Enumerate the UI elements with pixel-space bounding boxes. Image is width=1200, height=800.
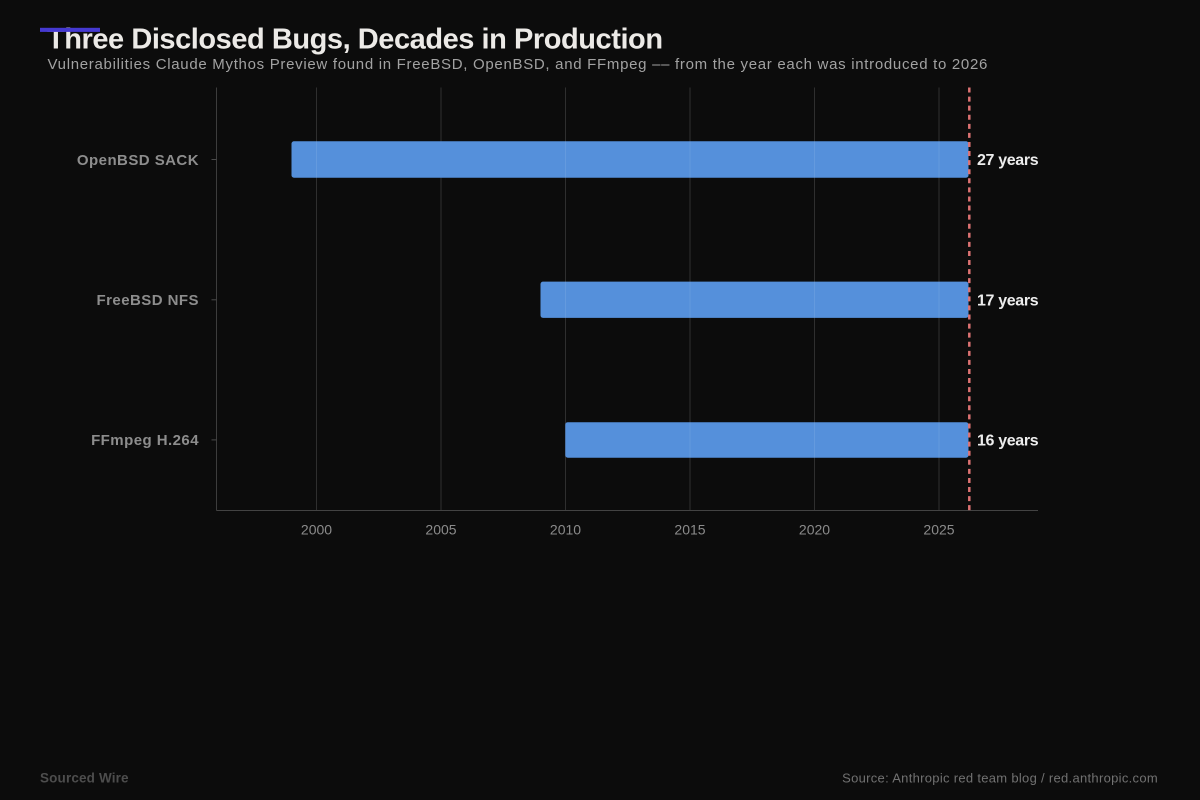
svg-text:17 years: 17 years <box>977 293 1039 310</box>
svg-text:OpenBSD SACK: OpenBSD SACK <box>77 152 199 169</box>
svg-text:2025: 2025 <box>923 522 954 538</box>
svg-text:2005: 2005 <box>425 522 456 538</box>
svg-text:2015: 2015 <box>674 522 705 538</box>
svg-text:Three Disclosed Bugs, Decades: Three Disclosed Bugs, Decades in Product… <box>47 23 663 55</box>
svg-text:27 years: 27 years <box>977 152 1039 169</box>
svg-text:FFmpeg H.264: FFmpeg H.264 <box>91 432 199 449</box>
svg-text:2020: 2020 <box>799 522 830 538</box>
svg-text:FreeBSD NFS: FreeBSD NFS <box>97 292 199 309</box>
svg-text:Source: Anthropic red team blo: Source: Anthropic red team blog / red.an… <box>842 770 1158 785</box>
svg-text:2000: 2000 <box>301 522 332 538</box>
svg-text:2010: 2010 <box>550 522 581 538</box>
svg-text:16 years: 16 years <box>977 433 1039 450</box>
svg-text:Vulnerabilities Claude Mythos: Vulnerabilities Claude Mythos Preview fo… <box>48 56 989 73</box>
svg-text:Sourced Wire: Sourced Wire <box>40 771 129 786</box>
